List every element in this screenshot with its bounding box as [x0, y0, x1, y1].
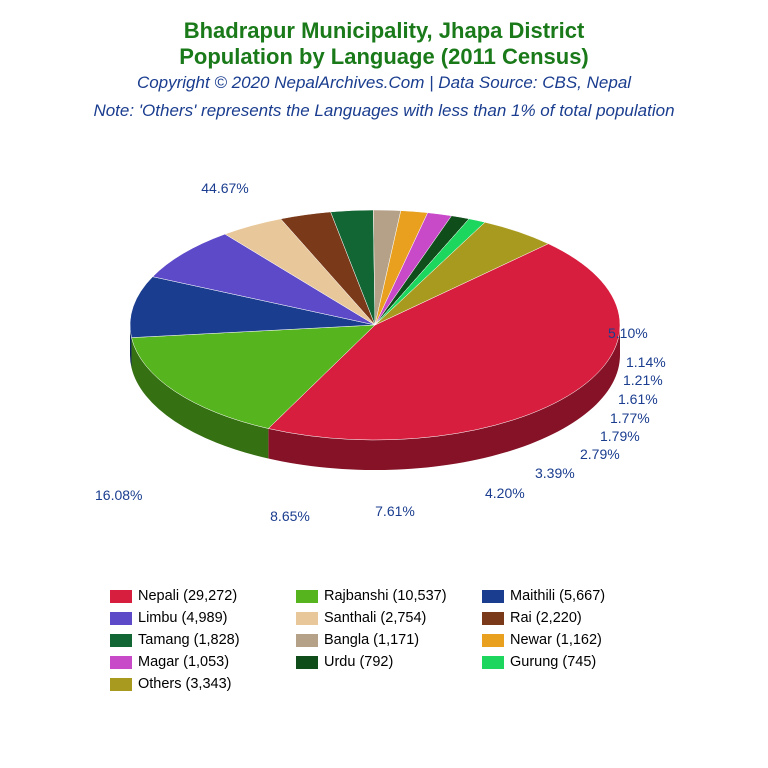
pct-label-magar: 1.61% [618, 391, 658, 407]
legend-label-magar: Magar (1,053) [138, 654, 229, 670]
legend-label-limbu: Limbu (4,989) [138, 610, 227, 626]
legend-swatch-magar [110, 656, 132, 669]
legend-label-rajbanshi: Rajbanshi (10,537) [324, 588, 447, 604]
legend-swatch-limbu [110, 612, 132, 625]
pct-label-maithili: 8.65% [270, 508, 310, 524]
pct-label-tamang: 2.79% [580, 446, 620, 462]
pct-label-rajbanshi: 16.08% [95, 487, 142, 503]
legend-label-santhali: Santhali (2,754) [324, 610, 426, 626]
legend-swatch-gurung [482, 656, 504, 669]
pct-label-nepali: 44.67% [201, 180, 248, 196]
pct-label-others: 5.10% [608, 325, 648, 341]
legend-swatch-santhali [296, 612, 318, 625]
legend-label-newar: Newar (1,162) [510, 632, 602, 648]
legend-swatch-tamang [110, 634, 132, 647]
legend-item-rajbanshi: Rajbanshi (10,537) [296, 585, 482, 607]
legend: Nepali (29,272) Rajbanshi (10,537) Maithil… [110, 585, 670, 695]
legend-item-rai: Rai (2,220) [482, 607, 668, 629]
pct-label-bangla: 1.79% [600, 428, 640, 444]
legend-item-nepali: Nepali (29,272) [110, 585, 296, 607]
legend-swatch-newar [482, 634, 504, 647]
pie-chart: 44.67% 16.08% 8.65% 7.61% 4.20% 3.39% 2.79% 1.7… [0, 150, 768, 550]
legend-swatch-others [110, 678, 132, 691]
chart-title-line1: Bhadrapur Municipality, Jhapa District [0, 18, 768, 44]
pct-label-urdu: 1.21% [623, 372, 663, 388]
legend-label-bangla: Bangla (1,171) [324, 632, 419, 648]
legend-swatch-bangla [296, 634, 318, 647]
pct-label-gurung: 1.14% [626, 354, 666, 370]
legend-item-magar: Magar (1,053) [110, 651, 296, 673]
legend-item-maithili: Maithili (5,667) [482, 585, 668, 607]
pie-container [130, 210, 620, 475]
legend-swatch-rajbanshi [296, 590, 318, 603]
legend-swatch-nepali [110, 590, 132, 603]
copyright-text: Copyright © 2020 NepalArchives.Com | Dat… [0, 73, 768, 93]
pct-label-santhali: 4.20% [485, 485, 525, 501]
legend-swatch-rai [482, 612, 504, 625]
legend-item-newar: Newar (1,162) [482, 629, 668, 651]
legend-label-others: Others (3,343) [138, 676, 232, 692]
legend-item-urdu: Urdu (792) [296, 651, 482, 673]
chart-title-line2: Population by Language (2011 Census) [0, 44, 768, 70]
pct-label-rai: 3.39% [535, 465, 575, 481]
legend-item-gurung: Gurung (745) [482, 651, 668, 673]
legend-label-urdu: Urdu (792) [324, 654, 393, 670]
pct-label-newar: 1.77% [610, 410, 650, 426]
legend-label-nepali: Nepali (29,272) [138, 588, 237, 604]
legend-item-others: Others (3,343) [110, 673, 296, 695]
legend-label-rai: Rai (2,220) [510, 610, 582, 626]
legend-item-santhali: Santhali (2,754) [296, 607, 482, 629]
legend-swatch-maithili [482, 590, 504, 603]
legend-label-maithili: Maithili (5,667) [510, 588, 605, 604]
legend-label-tamang: Tamang (1,828) [138, 632, 240, 648]
legend-swatch-urdu [296, 656, 318, 669]
legend-item-limbu: Limbu (4,989) [110, 607, 296, 629]
legend-item-bangla: Bangla (1,171) [296, 629, 482, 651]
note-text: Note: 'Others' represents the Languages … [0, 101, 768, 121]
legend-item-tamang: Tamang (1,828) [110, 629, 296, 651]
pct-label-limbu: 7.61% [375, 503, 415, 519]
legend-label-gurung: Gurung (745) [510, 654, 596, 670]
